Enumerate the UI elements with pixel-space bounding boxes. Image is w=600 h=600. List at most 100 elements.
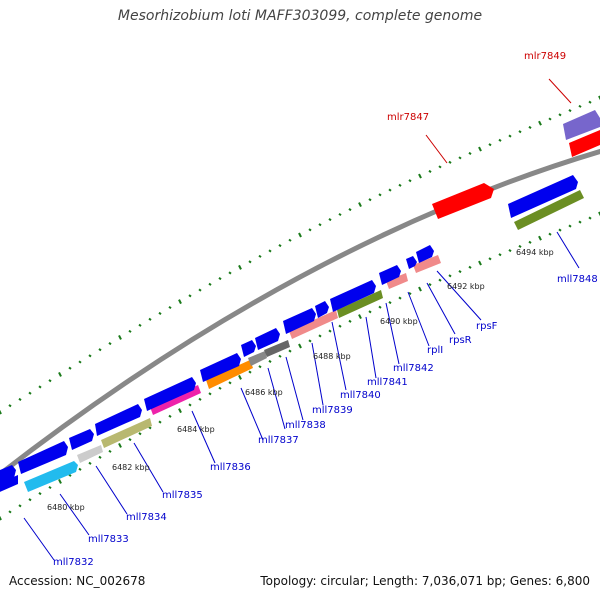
scale-tick xyxy=(228,381,232,385)
scale-tick xyxy=(448,274,452,278)
scale-tick xyxy=(278,244,282,248)
gene-label-mlr7847[interactable]: mlr7847 xyxy=(387,112,429,123)
scale-tick xyxy=(168,414,172,418)
gene-feature-mll7838[interactable] xyxy=(248,351,267,366)
scale-label: 6486 kbp xyxy=(245,388,283,397)
scale-tick xyxy=(368,198,372,202)
gene-label-mll7835[interactable]: mll7835 xyxy=(162,490,203,501)
gene-label-mll7842[interactable]: mll7842 xyxy=(393,363,434,374)
scale-tick xyxy=(568,224,572,228)
gene-label-mlr7849[interactable]: mlr7849 xyxy=(524,51,566,62)
scale-tick xyxy=(408,179,412,183)
scale-tick xyxy=(508,134,512,138)
scale-tick xyxy=(368,310,372,314)
gene-feature-mll7833[interactable] xyxy=(24,461,78,492)
scale-tick xyxy=(58,478,62,484)
scale-tick xyxy=(78,467,82,471)
scale-tick xyxy=(138,432,142,436)
scale-tick xyxy=(438,165,442,169)
gene-label-mll7839[interactable]: mll7839 xyxy=(312,405,353,416)
scale-tick xyxy=(248,260,252,264)
scale-tick xyxy=(18,504,22,508)
scale-label: 6488 kbp xyxy=(313,352,351,361)
gene-feature-rplI[interactable] xyxy=(413,255,441,273)
scale-tick xyxy=(348,319,352,323)
scale-label: 6494 kbp xyxy=(516,248,554,257)
gene-label-mll7841[interactable]: mll7841 xyxy=(367,377,408,388)
scale-tick xyxy=(538,120,542,126)
scale-tick xyxy=(358,314,362,320)
scale-tick xyxy=(48,379,52,383)
scale-tick xyxy=(428,169,432,173)
scale-tick xyxy=(478,260,482,266)
gene-label-rplI[interactable]: rplI xyxy=(427,345,443,356)
gene-feature-mll7848[interactable] xyxy=(514,190,584,230)
gene-feature-mll7834[interactable] xyxy=(77,445,103,463)
scale-tick xyxy=(558,228,562,232)
scale-tick xyxy=(268,359,272,363)
scale-tick xyxy=(28,391,32,395)
scale-tick xyxy=(498,138,502,142)
scale-tick xyxy=(28,498,32,502)
scale-tick xyxy=(528,240,532,244)
scale-tick xyxy=(298,232,302,238)
scale-tick xyxy=(398,296,402,300)
scale-tick xyxy=(258,365,262,369)
scale-tick xyxy=(18,397,22,401)
scale-tick xyxy=(588,216,592,220)
scale-tick xyxy=(308,339,312,343)
gene-feature-mll7839[interactable] xyxy=(264,340,290,357)
scale-tick xyxy=(8,404,12,408)
gene-feature-mll7837[interactable] xyxy=(206,360,253,389)
gene-label-mll7838[interactable]: mll7838 xyxy=(285,420,326,431)
scale-tick xyxy=(178,408,182,414)
scale-tick xyxy=(458,156,462,160)
scale-tick xyxy=(488,257,492,261)
scale-tick xyxy=(118,334,122,340)
scale-tick xyxy=(558,113,562,117)
scale-tick xyxy=(378,193,382,197)
scale-tick xyxy=(78,360,82,364)
scale-tick xyxy=(518,244,522,248)
scale-tick xyxy=(218,277,222,281)
scale-tick xyxy=(328,217,332,222)
scale-tick xyxy=(578,220,582,224)
scale-label: 6482 kbp xyxy=(112,463,150,472)
gene-feature-mlr7849[interactable] xyxy=(563,110,600,140)
scale-tick xyxy=(438,278,442,282)
gene-label-mll7832[interactable]: mll7832 xyxy=(53,557,94,568)
scale-tick xyxy=(548,232,552,236)
gene-feature-mll7842[interactable] xyxy=(386,273,408,289)
scale-tick xyxy=(448,160,452,164)
scale-tick xyxy=(198,397,202,401)
scale-tick xyxy=(578,104,582,108)
gene-label-mll7836[interactable]: mll7836 xyxy=(210,462,251,473)
scale-tick xyxy=(8,510,12,514)
gene-label-mll7848[interactable]: mll7848 xyxy=(557,274,598,285)
scale-tick xyxy=(268,249,272,253)
scale-tick xyxy=(418,286,422,292)
scale-tick xyxy=(468,265,472,269)
gene-feature-mll7832[interactable] xyxy=(0,475,18,494)
gene-label-rpsF[interactable]: rpsF xyxy=(476,321,498,332)
gene-feature-mlr7847[interactable] xyxy=(432,183,494,219)
genome-summary-text: Topology: circular; Length: 7,036,071 bp… xyxy=(260,574,590,588)
gene-label-mll7834[interactable]: mll7834 xyxy=(126,512,167,523)
scale-tick xyxy=(498,253,502,257)
scale-tick xyxy=(198,288,202,292)
scale-tick xyxy=(328,329,332,333)
gene-feature-mll7840[interactable] xyxy=(289,310,338,339)
scale-label: 6484 kbp xyxy=(177,425,215,434)
gene-label-mll7837[interactable]: mll7837 xyxy=(258,435,299,446)
scale-tick xyxy=(208,282,212,286)
scale-tick xyxy=(148,317,152,321)
scale-tick xyxy=(338,324,342,328)
scale-tick xyxy=(168,305,172,310)
gene-feature-mll7835[interactable] xyxy=(101,418,152,448)
gene-label-rpsR[interactable]: rpsR xyxy=(449,335,472,346)
gene-feature-mll7841[interactable] xyxy=(337,290,383,318)
gene-label-mll7833[interactable]: mll7833 xyxy=(88,534,129,545)
scale-tick xyxy=(318,223,322,227)
gene-label-mll7840[interactable]: mll7840 xyxy=(340,390,381,401)
cds-track-forward xyxy=(432,110,600,219)
